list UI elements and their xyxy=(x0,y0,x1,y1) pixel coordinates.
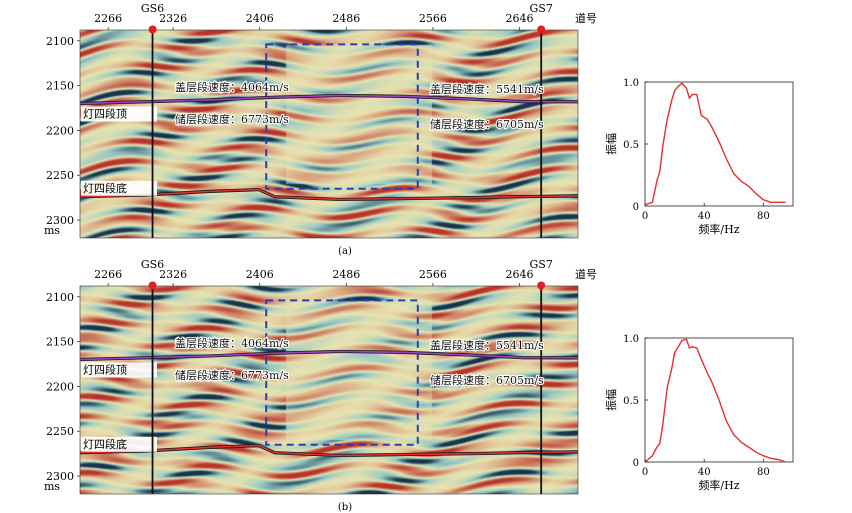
panel-caption: (b) xyxy=(338,502,352,513)
trace-tick-label: 2326 xyxy=(159,12,187,25)
panel-caption: (a) xyxy=(338,246,352,257)
spectrum-x-tick-label: 0 xyxy=(642,211,648,222)
time-tick-label: 2100 xyxy=(46,291,74,304)
well-marker xyxy=(148,281,157,290)
velocity-annotation: 储层段速度：6773m/s xyxy=(175,368,289,382)
spectrum-x-tick-label: 0 xyxy=(642,467,648,478)
figure-panel-b: 2266 2326 2406 2486 2566 2646 道号 2100 2150 2200 22… xyxy=(0,256,852,513)
trace-tick-label: 2486 xyxy=(332,12,360,25)
trace-tick-label: 2266 xyxy=(94,12,122,25)
velocity-annotation: 盖层段速度：4064m/s xyxy=(175,80,289,94)
horizon-line xyxy=(79,188,579,201)
velocity-annotation: 储层段速度：6705m/s xyxy=(430,373,544,387)
horizon-label-bg xyxy=(81,362,157,378)
time-tick-label: 2100 xyxy=(46,35,74,48)
section-frame xyxy=(79,285,579,495)
spectrum-x-tick-label: 80 xyxy=(757,211,770,222)
spectrum-y-tick-label: 1.0 xyxy=(623,334,639,345)
velocity-annotation: 盖层段速度：5541m/s xyxy=(430,338,544,352)
spectrum-y-label: 振幅 xyxy=(604,133,618,155)
spectrum-line xyxy=(644,338,786,463)
time-tick-label: 2200 xyxy=(46,380,74,393)
study-area-box xyxy=(265,299,419,446)
horizon-label-bg xyxy=(81,436,157,452)
trace-tick-label: 2646 xyxy=(506,268,534,281)
trace-tick-label: 2326 xyxy=(159,268,187,281)
trace-axis-label: 道号 xyxy=(575,11,597,25)
time-axis-unit: ms xyxy=(44,224,60,237)
trace-tick-label: 2406 xyxy=(246,268,274,281)
trace-tick-label: 2266 xyxy=(94,268,122,281)
velocity-annotation: 盖层段速度：5541m/s xyxy=(430,82,544,96)
spectrum-y-tick-label: 0 xyxy=(633,202,639,213)
horizon-line xyxy=(79,94,578,105)
velocity-annotation: 盖层段速度：4064m/s xyxy=(175,336,289,350)
horizon-label: 灯四段顶 xyxy=(83,363,127,377)
seismic-amplitude-image xyxy=(80,286,578,494)
figure-panel-a: 2266 2326 2406 2486 2566 2646 道号 2100 2150 2200 22… xyxy=(44,2,794,257)
spectrum-line xyxy=(644,82,786,206)
spectrum-y-tick-label: 1.0 xyxy=(623,78,639,89)
well-marker xyxy=(148,25,157,34)
velocity-annotation: 储层段速度：6705m/s xyxy=(430,117,544,131)
horizon-label-bg xyxy=(81,180,157,196)
spectrum-y-tick-label: 0.5 xyxy=(623,140,639,151)
time-tick-label: 2200 xyxy=(46,124,74,137)
time-tick-label: 2300 xyxy=(46,214,74,227)
spectrum-x-tick-label: 40 xyxy=(698,467,711,478)
spectrum-x-tick-label: 80 xyxy=(757,467,770,478)
well-marker xyxy=(537,25,546,34)
time-tick-label: 2300 xyxy=(46,470,74,483)
seismic-section-b: 2266 2326 2406 2486 2566 2646 道号 2100 2150 2200 22… xyxy=(44,258,597,513)
spectrum-x-label: 频率/Hz xyxy=(698,222,739,236)
well-name: GS6 xyxy=(141,2,164,15)
study-area-box xyxy=(265,43,419,190)
well-name: GS7 xyxy=(530,2,553,15)
trace-tick-label: 2406 xyxy=(246,12,274,25)
horizon-line xyxy=(79,350,578,361)
time-tick-label: 2250 xyxy=(46,425,74,438)
time-axis-unit: ms xyxy=(44,480,60,493)
time-tick-label: 2250 xyxy=(46,169,74,182)
spectrum-x-tick-label: 40 xyxy=(698,211,711,222)
amplitude-spectrum-a: 0 40 80 0 0.5 1.0 频率/Hz 振幅 xyxy=(604,78,794,236)
well-name: GS6 xyxy=(141,258,164,271)
spectrum-y-tick-label: 0.5 xyxy=(623,396,639,407)
horizon-label: 灯四段底 xyxy=(83,181,127,195)
trace-tick-label: 2486 xyxy=(332,268,360,281)
horizon-label: 灯四段顶 xyxy=(83,107,127,121)
spectrum-frame xyxy=(644,81,794,207)
horizon-label-bg xyxy=(81,106,157,122)
seismic-amplitude-image xyxy=(80,30,578,238)
amplitude-spectrum-b: 0 40 80 0 0.5 1.0 频率/Hz 振幅 xyxy=(604,334,794,492)
velocity-annotation: 储层段速度：6773m/s xyxy=(175,112,289,126)
trace-axis-label: 道号 xyxy=(575,267,597,281)
time-tick-label: 2150 xyxy=(46,80,74,93)
spectrum-y-tick-label: 0 xyxy=(633,458,639,469)
trace-tick-label: 2566 xyxy=(419,12,447,25)
section-frame xyxy=(79,29,579,239)
time-tick-label: 2150 xyxy=(46,336,74,349)
horizon-line xyxy=(79,444,579,457)
trace-tick-label: 2646 xyxy=(506,12,534,25)
well-marker xyxy=(537,281,546,290)
trace-tick-label: 2566 xyxy=(419,268,447,281)
spectrum-x-label: 频率/Hz xyxy=(698,478,739,492)
horizon-label: 灯四段底 xyxy=(83,437,127,451)
spectrum-y-label: 振幅 xyxy=(604,389,618,411)
seismic-section-a: 2266 2326 2406 2486 2566 2646 道号 2100 2150 2200 22… xyxy=(44,2,597,257)
well-name: GS7 xyxy=(530,258,553,271)
